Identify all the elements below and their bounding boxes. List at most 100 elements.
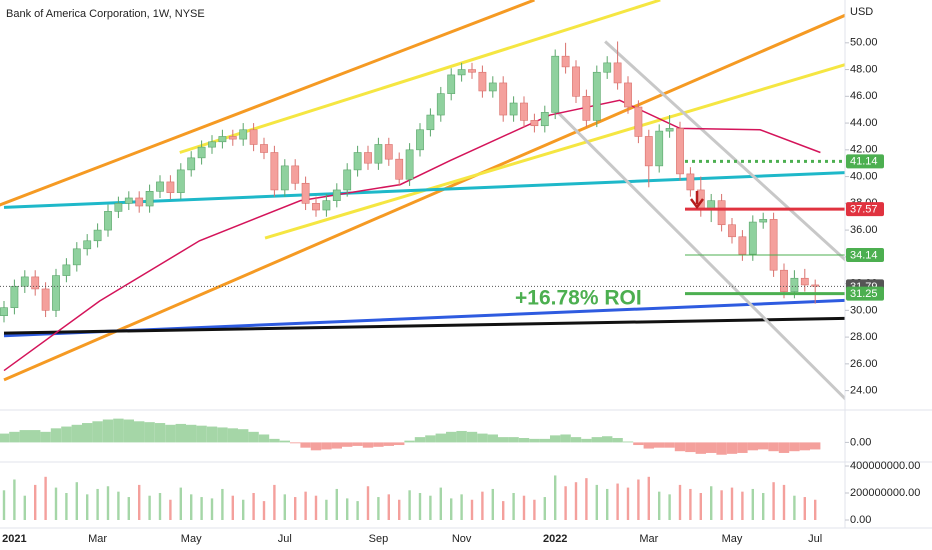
candle-body	[416, 129, 424, 151]
candle-body	[676, 128, 684, 175]
volume-bar	[439, 487, 442, 520]
price-badge	[846, 154, 884, 169]
candle-body	[312, 203, 320, 211]
volume-bar	[730, 487, 734, 520]
volume-bar	[13, 479, 16, 520]
volume-bar	[86, 494, 89, 520]
price-badge-label: 34.14	[850, 249, 878, 261]
candle-body	[270, 152, 279, 191]
sell-arrow	[690, 191, 704, 210]
momentum-bar	[581, 438, 592, 443]
momentum-bar	[570, 437, 582, 443]
volume-bar	[169, 499, 172, 520]
candle-body	[530, 120, 539, 127]
volume-bar	[65, 493, 68, 520]
volume-bar	[252, 493, 255, 520]
momentum-bar	[175, 423, 186, 443]
x-tick-label: Nov	[452, 533, 472, 545]
volume-bar	[554, 475, 557, 520]
candle-body	[790, 277, 799, 292]
y-tick-label: 46.00	[850, 90, 878, 102]
x-tick-label: May	[722, 533, 743, 545]
x-tick-label: Sep	[369, 533, 389, 545]
volume-bar	[127, 497, 130, 520]
volume-bar	[231, 495, 234, 520]
volume-bar	[190, 494, 193, 520]
candle-body	[561, 55, 570, 68]
momentum-bar	[9, 431, 20, 443]
momentum-bar	[602, 436, 613, 443]
price-badge	[846, 202, 884, 217]
volume-bar	[283, 494, 286, 520]
momentum-bar	[206, 426, 218, 443]
candle-body	[488, 82, 497, 92]
momentum-bar	[435, 433, 446, 443]
volume-bar	[106, 486, 110, 520]
momentum-bar	[498, 437, 509, 443]
candle-body	[156, 181, 164, 192]
volume-bar	[179, 487, 182, 520]
volume-bar	[522, 495, 526, 520]
volume-bar	[678, 484, 682, 520]
candle-body	[208, 141, 216, 148]
volume-bar	[606, 488, 609, 520]
currency-label: USD	[850, 6, 873, 18]
volume-bar	[335, 488, 338, 520]
indicator-panes	[0, 418, 821, 520]
volume-bar	[96, 488, 99, 520]
momentum-bar	[706, 442, 717, 453]
volume-bar	[138, 484, 141, 520]
momentum-bar	[310, 442, 322, 451]
momentum-bar	[217, 427, 228, 443]
candle-body	[41, 288, 50, 311]
momentum-bar	[71, 424, 82, 443]
volume-bar	[210, 498, 214, 520]
candle-body	[62, 264, 71, 276]
candle-body	[83, 240, 92, 250]
candle-body	[499, 82, 508, 116]
momentum-bar	[477, 433, 488, 443]
volume-bar	[387, 494, 390, 520]
x-tick-label: Mar	[639, 533, 658, 545]
candle-body	[93, 229, 102, 242]
momentum-bar	[321, 442, 332, 450]
candle-body	[478, 71, 487, 92]
volume-bar	[710, 486, 713, 520]
candle-body	[218, 136, 227, 143]
momentum-bar	[643, 442, 654, 449]
candle-body	[280, 165, 289, 191]
volume-bar	[34, 484, 37, 520]
trend-line	[604, 40, 845, 262]
volume-bar	[762, 493, 765, 520]
momentum-bar	[300, 442, 311, 448]
momentum-bar	[622, 441, 634, 443]
volume-bar	[491, 488, 494, 520]
volume-bar	[793, 495, 796, 520]
volume-bar	[741, 491, 744, 520]
volume-bar	[533, 499, 536, 520]
volume-bar	[23, 495, 26, 520]
candle-body	[728, 224, 736, 238]
momentum-bar	[446, 431, 457, 443]
volume-bar	[200, 497, 203, 520]
volume-bar	[616, 483, 619, 520]
momentum-bar	[331, 442, 342, 449]
momentum-bar	[560, 434, 571, 443]
momentum-bar	[664, 442, 675, 448]
y-tick-label: 0.00	[850, 514, 871, 526]
volume-bar	[356, 501, 359, 520]
volume-bar	[814, 499, 817, 520]
volume-bar	[2, 490, 6, 520]
volume-bar	[647, 476, 650, 520]
volume-bar	[148, 495, 151, 520]
volume-bar	[221, 488, 224, 520]
momentum-bar	[394, 442, 405, 446]
momentum-bar	[737, 442, 748, 453]
volume-bar	[294, 497, 297, 520]
chart-title: Bank of America Corporation, 1W, NYSE	[6, 8, 205, 20]
volume-bar	[408, 490, 411, 520]
y-tick-label: 0.00	[850, 436, 871, 448]
momentum-bar	[633, 442, 644, 446]
volume-bar	[325, 499, 328, 520]
momentum-bar	[290, 442, 301, 444]
